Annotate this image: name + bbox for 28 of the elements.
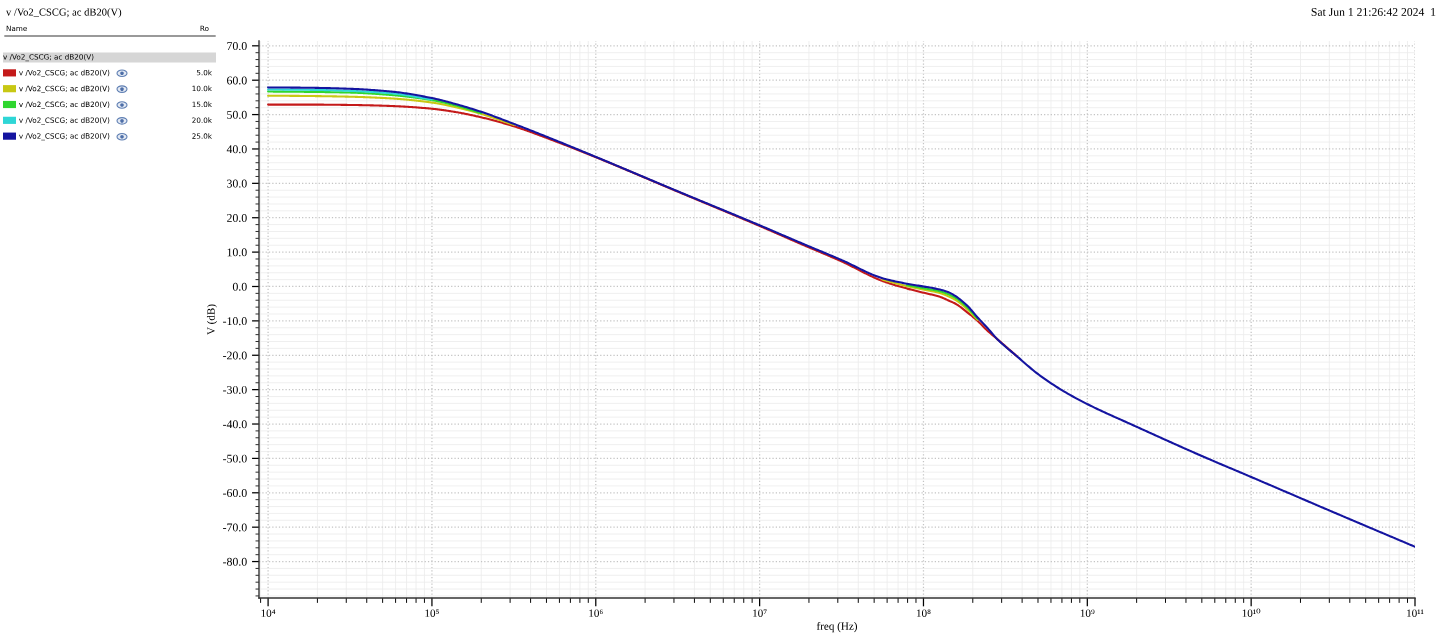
y-tick-label: 70.0 [227,42,247,51]
y-tick-label: 30.0 [227,179,247,188]
y-tick-label: -60.0 [223,489,247,498]
y-tick-label: -50.0 [223,454,247,463]
text: v /Vo2_CSCG; ac dB20(V) [6,8,122,18]
y-tick-label: -40.0 [223,420,247,429]
y-tick-label: -10.0 [223,317,247,326]
y-tick-label: 20.0 [227,213,247,222]
x-tick-label: 10⁷ [753,609,767,617]
y-tick-label: 0.0 [232,282,247,291]
x-tick-label: 10¹¹ [1407,609,1424,617]
y-tick-label: -20.0 [223,351,247,360]
text: Sat Jun 1 21:26:42 2024 1 [1311,8,1436,16]
y-tick-label: 60.0 [227,76,247,85]
x-axis-title: freq (Hz) [816,621,858,633]
x-tick-label: 10¹⁰ [1242,608,1261,617]
y-tick-label: 40.0 [226,145,247,154]
x-tick-label: 10⁴ [261,609,276,617]
x-tick-label: 10⁸ [916,609,931,617]
y-tick-label: 50.0 [227,110,247,119]
x-tick-label: 10⁹ [1080,609,1095,617]
x-tick-label: 10⁵ [425,609,439,617]
y-axis-title: V (dB) [206,304,218,335]
y-tick-label: -30.0 [223,385,247,394]
y-tick-label: -80.0 [223,557,247,566]
y-tick-label: 10.0 [227,248,247,257]
y-tick-label: -70.0 [223,523,247,532]
x-tick-label: 10⁶ [589,609,603,617]
